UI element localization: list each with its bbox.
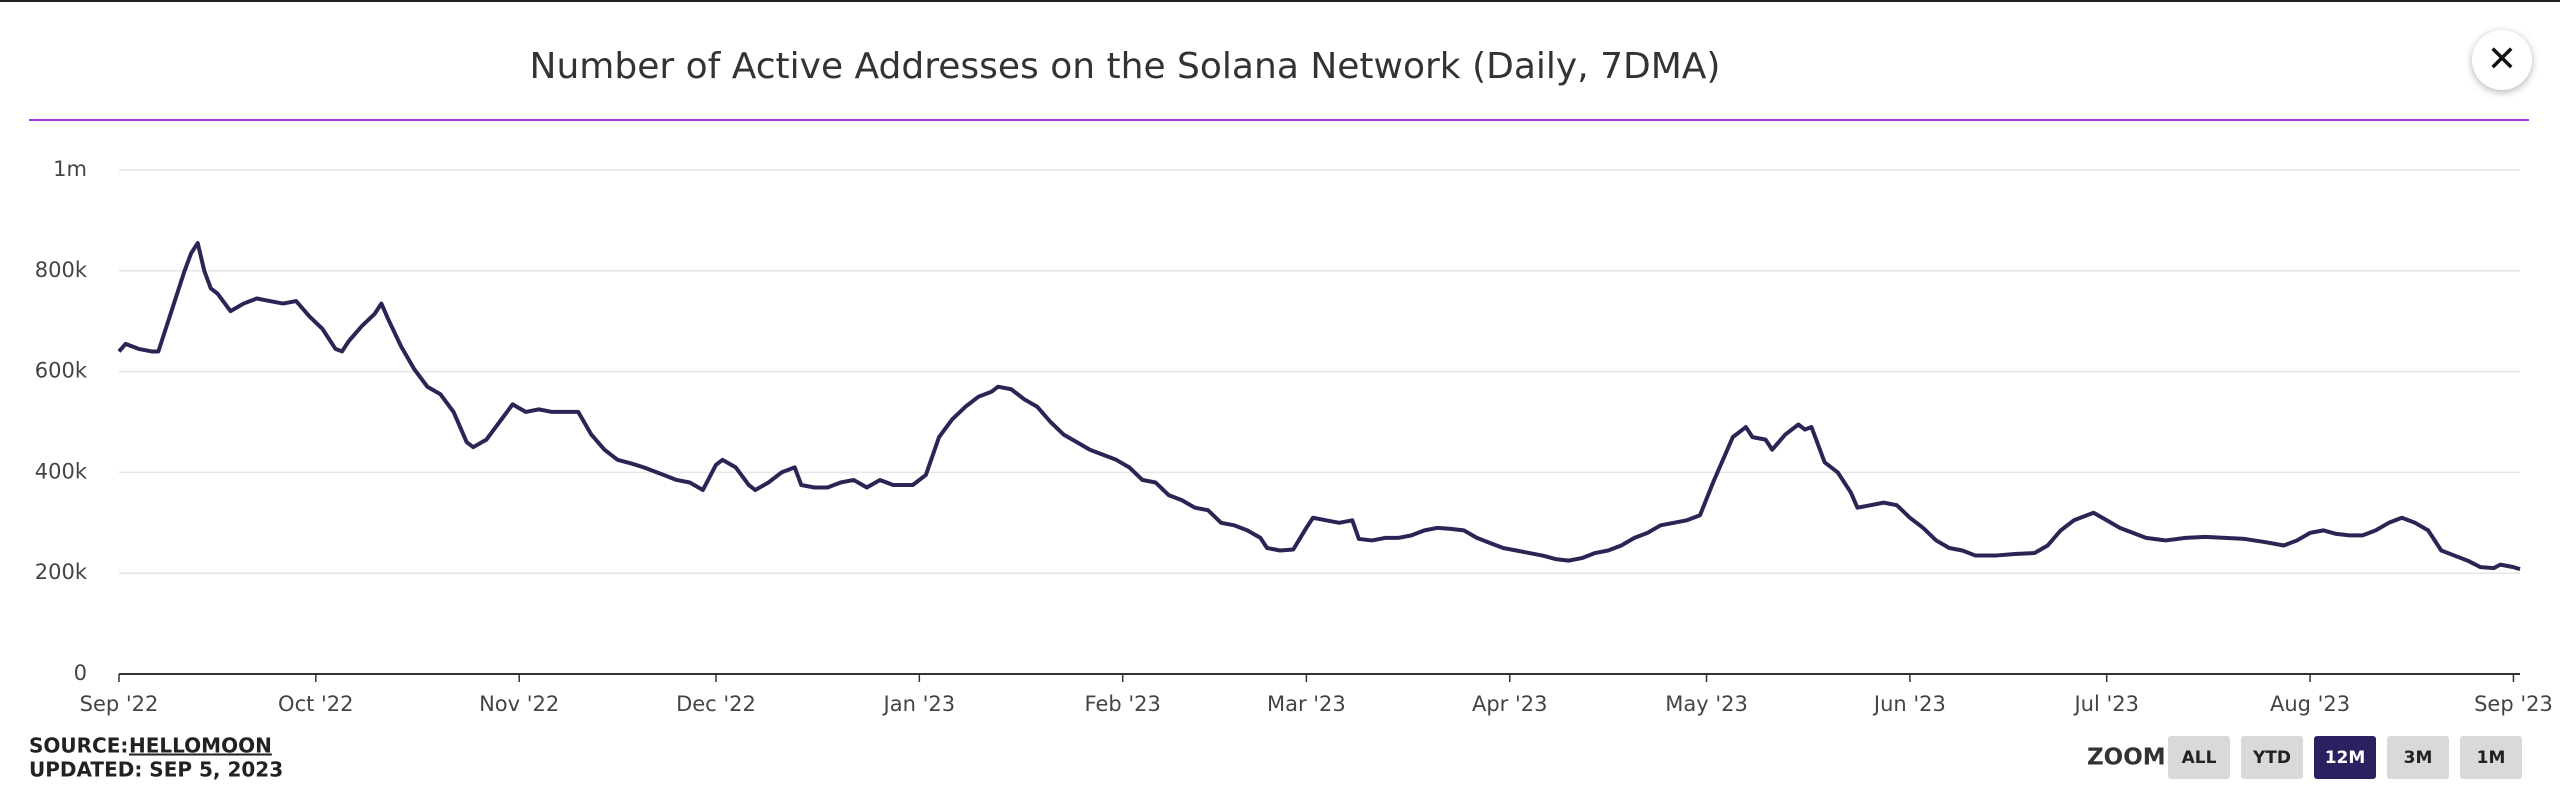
zoom-button[interactable] xyxy=(2460,736,2522,779)
source-label: SOURCE: xyxy=(29,734,128,758)
zoom-button[interactable] xyxy=(2387,736,2449,779)
y-tick-label: 600k xyxy=(35,359,88,383)
close-button[interactable]: ✕ xyxy=(2472,30,2532,90)
x-tick-label: Sep '22 xyxy=(80,692,159,716)
zoom-button-label[interactable]: 12M xyxy=(2325,748,2366,768)
y-tick-label: 1m xyxy=(53,157,87,181)
chart-title: Number of Active Addresses on the Solana… xyxy=(530,46,1721,87)
zoom-button[interactable] xyxy=(2241,736,2303,779)
zoom-button-label[interactable]: 3M xyxy=(2404,748,2433,768)
zoom-button-label[interactable]: ALL xyxy=(2182,748,2217,768)
y-tick-label: 400k xyxy=(35,459,88,483)
x-tick-label: Oct '22 xyxy=(278,692,353,716)
y-tick-label: 0 xyxy=(74,661,87,685)
y-tick-label: 800k xyxy=(35,258,88,282)
x-tick-label: Jul '23 xyxy=(2072,692,2139,716)
x-tick-label: Feb '23 xyxy=(1085,692,1161,716)
zoom-button[interactable] xyxy=(2168,736,2230,779)
x-tick-label: Jan '23 xyxy=(882,692,956,716)
x-tick-label: Mar '23 xyxy=(1267,692,1346,716)
zoom-button[interactable] xyxy=(2314,736,2376,779)
data-line xyxy=(117,241,2521,572)
zoom-label: ZOOM xyxy=(2087,745,2166,771)
updated-label: UPDATED: SEP 5, 2023 xyxy=(29,758,283,782)
x-tick-label: Apr '23 xyxy=(1472,692,1548,716)
x-tick-label: Aug '23 xyxy=(2270,692,2350,716)
close-icon[interactable]: ✕ xyxy=(2487,39,2517,80)
zoom-button-label[interactable]: YTD xyxy=(2252,748,2291,768)
x-tick-label: Sep '23 xyxy=(2474,692,2553,716)
x-tick-label: Nov '22 xyxy=(479,692,559,716)
x-tick-label: Dec '22 xyxy=(676,692,756,716)
zoom-button-label[interactable]: 1M xyxy=(2477,748,2506,768)
x-tick-label: Jun '23 xyxy=(1872,692,1946,716)
source-link[interactable]: HELLOMOON xyxy=(129,734,272,758)
y-tick-label: 200k xyxy=(35,560,88,584)
x-tick-label: May '23 xyxy=(1665,692,1748,716)
close-circle[interactable] xyxy=(2472,30,2532,90)
